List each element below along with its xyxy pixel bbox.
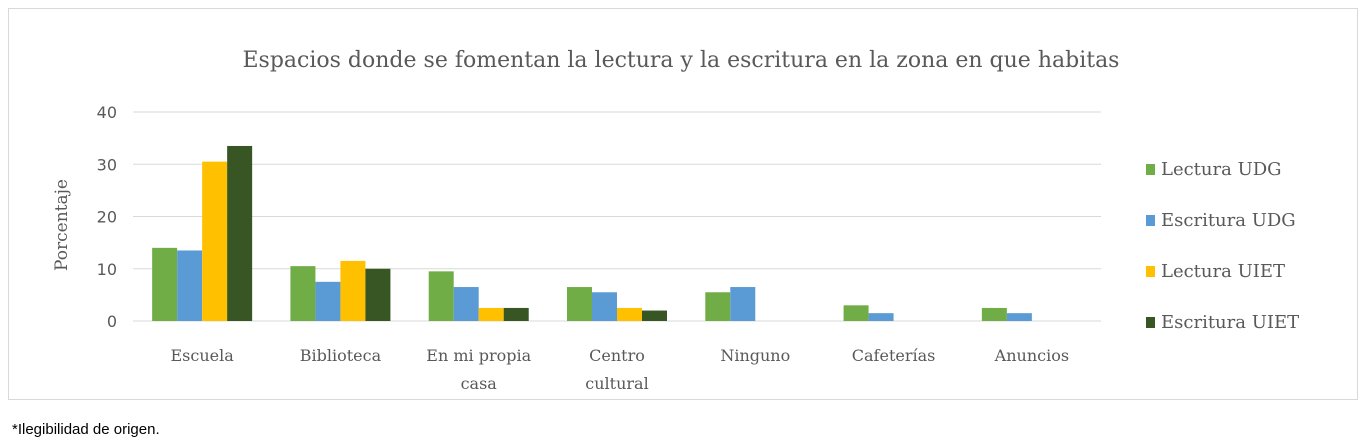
bar [365, 268, 391, 321]
bar [981, 307, 1007, 321]
bars [152, 145, 1032, 321]
bar [1006, 313, 1032, 321]
bar [315, 281, 341, 321]
y-tick-label: 10 [97, 260, 117, 279]
bar [177, 250, 203, 321]
x-tick-label: En mi propia [426, 346, 531, 365]
x-tick-label: cultural [585, 374, 648, 393]
legend-swatch [1146, 266, 1155, 277]
legend: Lectura UDG Escritura UDG Lectura UIET Escr… [1146, 159, 1299, 333]
chart-frame: Espacios donde se fomentan la lectura y … [8, 8, 1358, 400]
bar [152, 247, 178, 321]
bar [843, 305, 869, 321]
gridlines [133, 111, 1101, 322]
bar [730, 287, 756, 321]
y-axis-label: Porcentaje [52, 179, 72, 271]
legend-swatch [1146, 317, 1155, 328]
legend-label: Lectura UIET [1161, 261, 1285, 282]
legend-label: Escritura UDG [1161, 210, 1296, 231]
bar [705, 292, 731, 321]
x-tick-label: Ninguno [720, 346, 790, 365]
x-tick-label: Biblioteca [300, 346, 382, 365]
bar [617, 307, 642, 321]
x-axis-categories: Escuela Biblioteca En mi propia casa Centro c… [171, 346, 1070, 393]
footnote: *Ilegibilidad de origen. [12, 421, 160, 438]
chart-title: Espacios donde se fomentan la lectura y … [243, 48, 1120, 73]
bar [453, 287, 479, 321]
bar [642, 310, 667, 321]
x-tick-label: Anuncios [994, 346, 1069, 365]
legend-label: Escritura UIET [1161, 312, 1299, 333]
x-tick-label: casa [461, 374, 498, 393]
y-tick-label: 20 [97, 208, 117, 227]
bar [592, 292, 617, 321]
bar [868, 313, 894, 321]
bar [290, 266, 316, 321]
bar [428, 271, 454, 321]
bar [340, 260, 366, 321]
legend-swatch [1146, 215, 1155, 226]
x-tick-label: Cafeterías [852, 346, 936, 365]
bar [227, 145, 253, 321]
bar [567, 287, 592, 321]
y-axis-ticks: 0 10 20 30 40 [97, 103, 117, 331]
y-tick-label: 40 [97, 103, 117, 122]
bar [202, 161, 228, 321]
y-tick-label: 30 [97, 155, 117, 174]
bar-chart: Espacios donde se fomentan la lectura y … [52, 48, 1299, 393]
x-tick-label: Centro [589, 346, 645, 365]
legend-swatch [1146, 164, 1155, 175]
x-tick-label: Escuela [171, 346, 235, 365]
legend-label: Lectura UDG [1161, 159, 1282, 180]
y-tick-label: 0 [107, 312, 117, 331]
bar [503, 307, 529, 321]
bar [478, 307, 504, 321]
